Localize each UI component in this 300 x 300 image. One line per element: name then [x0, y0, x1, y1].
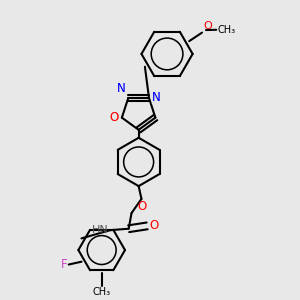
- Text: N: N: [117, 82, 126, 95]
- Text: F: F: [61, 258, 68, 271]
- Text: O: O: [203, 22, 212, 32]
- Text: N: N: [152, 91, 161, 104]
- Text: O: O: [149, 219, 159, 232]
- Text: CH₃: CH₃: [217, 25, 236, 35]
- Text: N: N: [117, 82, 126, 95]
- Text: CH₃: CH₃: [93, 287, 111, 297]
- Text: HN: HN: [92, 225, 109, 235]
- Text: O: O: [109, 111, 119, 124]
- Text: O: O: [109, 111, 119, 124]
- Text: O: O: [137, 200, 146, 213]
- Text: N: N: [152, 91, 161, 104]
